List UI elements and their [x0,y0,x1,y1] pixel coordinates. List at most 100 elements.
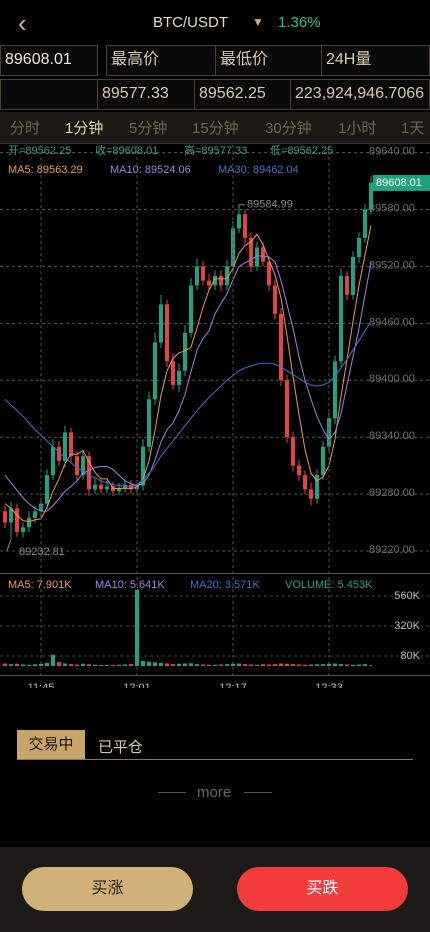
order-tab[interactable]: 交易中 [17,730,85,760]
y-tick-label: 89580.00 [369,202,415,214]
y-tick-label: 89460.00 [369,316,415,328]
y-tick-label: 80K [400,650,420,662]
candle-body [243,214,247,238]
ohlc-info: 高=89577.33 [184,143,247,157]
stat-cell: 89562.25 [194,79,291,110]
candle-body [183,332,187,371]
low-annotation: 89232.81 [19,546,65,558]
buy-up-button[interactable]: 买涨 [22,867,193,911]
candle-body [63,432,67,461]
dropdown-icon[interactable]: ▼ [252,15,264,29]
candle-body [303,475,307,490]
volume-bar [129,664,133,666]
volume-bar [225,664,229,666]
volume-bar [21,664,25,666]
period-tab[interactable]: 5分钟 [129,120,168,137]
stat-cell: 89577.33 [97,79,195,110]
candle-body [267,261,271,286]
last-price: 89608.01 [376,177,422,189]
candle-body [87,456,91,490]
candle-body [297,465,301,476]
volume-bar [231,663,235,666]
candle-body [321,446,325,476]
candle-body [3,511,7,523]
volume-bar [51,654,55,666]
candle-body [333,361,337,419]
volume-bar [33,664,37,666]
volume-bar [153,662,157,666]
ma-line [4,321,372,488]
buy-down-button[interactable]: 买跌 [237,867,408,911]
volume-bar [237,663,241,666]
candle-body [141,446,145,486]
volume-bar [195,664,199,666]
volume-bar [327,663,331,666]
more-link[interactable]: more [197,784,232,801]
period-tab[interactable]: 15分钟 [192,120,239,137]
ohlc-info: 收=89608.01 [95,143,158,157]
candle-body [159,304,163,343]
candle-body [357,237,361,257]
volume-bar [357,664,361,666]
period-tab[interactable]: 分时 [10,120,41,137]
annotation-leader [6,538,12,552]
candle-body [273,285,277,314]
candle-body [201,266,205,281]
volume-bar [177,663,181,666]
candle-body [189,285,193,333]
ma-legend: MA10: 89524.06 [110,164,191,176]
volume-bar [69,664,73,666]
candle-body [171,361,175,386]
ma-line [4,255,372,512]
volume-bar [363,664,367,666]
period-tab[interactable]: 1小时 [338,120,377,137]
last-price-badge [373,174,430,191]
y-tick-label: 320K [394,620,420,632]
candle-body [27,517,31,528]
x-tick-label: 11:45 [28,682,55,688]
ma-legend: MA5: 89563.29 [8,164,83,176]
period-tab[interactable]: 30分钟 [265,120,312,137]
divider [244,792,272,793]
volume-bar [255,664,259,666]
candle-body [177,370,181,386]
volume-bar [147,661,151,666]
candle-body [9,508,13,523]
y-tick-label: 89340.00 [369,430,415,442]
volume-bar [345,664,349,666]
candle-body [219,275,223,286]
volume-bar [105,664,109,666]
candle-body [117,488,121,492]
candle-body [261,247,265,262]
period-tab[interactable]: 1分钟 [65,120,104,137]
stat-cell [0,79,98,110]
candle-body [225,266,229,286]
period-tab[interactable]: 1天 [401,120,425,137]
candle-body [75,456,79,476]
volume-bar [39,664,43,666]
divider [158,792,186,793]
order-tab[interactable]: 已平仓 [98,739,144,756]
volume-bar [249,664,253,666]
tab-bar [0,112,430,143]
volume-bar [273,664,277,666]
back-button[interactable]: ‹ [18,8,27,38]
candle-body [291,437,295,466]
stat-cell: 89608.01 [0,45,98,76]
candle-body [213,275,217,286]
candle-body [99,484,103,490]
volume-bar [123,664,127,666]
candle-body [309,489,313,499]
candle-body [315,475,319,499]
candle-body [195,266,199,286]
tab-underline [17,759,413,760]
volume-bar [351,664,355,666]
volume-bar [369,665,373,666]
candle-body [147,399,151,447]
candle-body [255,247,259,267]
x-tick-label: 12:33 [315,682,343,688]
candle-body [93,484,97,490]
candle-body [327,418,331,447]
high-annotation: 89584.99 [247,199,293,211]
ma-legend: MA30: 89462.04 [218,164,299,176]
